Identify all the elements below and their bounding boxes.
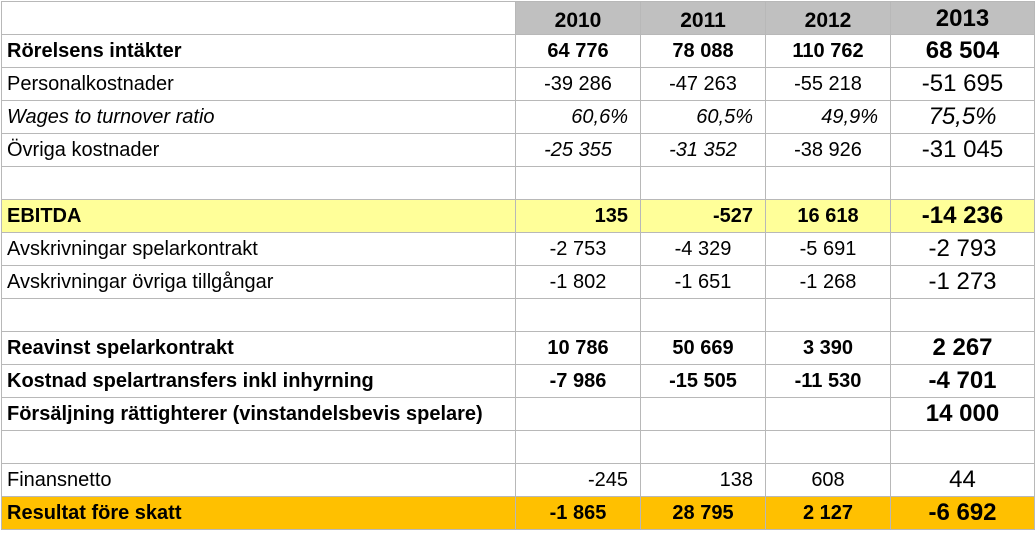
table-row-ovriga-kostnader: Övriga kostnader -25 355 -31 352 -38 926… <box>1 133 1035 167</box>
row-label[interactable]: Avskrivningar övriga tillgångar <box>1 265 516 299</box>
cell-2012[interactable]: -5 691 <box>765 232 891 266</box>
row-label[interactable]: Reavinst spelarkontrakt <box>1 331 516 365</box>
cell-2010[interactable]: -1 865 <box>515 496 641 530</box>
header-row: 2010 2011 2012 2013 <box>1 1 1035 35</box>
cell-2012[interactable]: 49,9% <box>765 100 891 134</box>
cell-2010[interactable]: -25 355 <box>515 133 641 167</box>
empty-cell[interactable] <box>890 166 1035 200</box>
empty-cell[interactable] <box>640 430 766 464</box>
cell-2012[interactable]: -11 530 <box>765 364 891 398</box>
cell-2011[interactable]: -527 <box>640 199 766 233</box>
cell-2013[interactable]: 68 504 <box>890 34 1035 68</box>
empty-cell[interactable] <box>1 298 516 332</box>
cell-2011[interactable] <box>640 397 766 431</box>
cell-2011[interactable]: -4 329 <box>640 232 766 266</box>
cell-2011[interactable]: -1 651 <box>640 265 766 299</box>
year-header-2011[interactable]: 2011 <box>640 1 766 35</box>
cell-2013[interactable]: -4 701 <box>890 364 1035 398</box>
year-header-2013[interactable]: 2013 <box>890 1 1035 35</box>
empty-cell[interactable] <box>1 166 516 200</box>
table-row-finansnetto: Finansnetto -245 138 608 44 <box>1 463 1035 497</box>
cell-2011[interactable]: -31 352 <box>640 133 766 167</box>
cell-2010[interactable]: -2 753 <box>515 232 641 266</box>
empty-cell[interactable] <box>890 430 1035 464</box>
cell-2010[interactable]: 60,6% <box>515 100 641 134</box>
cell-2011[interactable]: 60,5% <box>640 100 766 134</box>
table-row-empty <box>1 430 1035 464</box>
row-label[interactable]: Personalkostnader <box>1 67 516 101</box>
table-row-personalkostnader: Personalkostnader -39 286 -47 263 -55 21… <box>1 67 1035 101</box>
empty-cell[interactable] <box>1 430 516 464</box>
cell-2012[interactable]: 608 <box>765 463 891 497</box>
cell-2013[interactable]: 2 267 <box>890 331 1035 365</box>
cell-2011[interactable]: -47 263 <box>640 67 766 101</box>
table-row-empty <box>1 298 1035 332</box>
cell-2013[interactable]: 14 000 <box>890 397 1035 431</box>
table-row-ebitda: EBITDA 135 -527 16 618 -14 236 <box>1 199 1035 233</box>
cell-2012[interactable]: 3 390 <box>765 331 891 365</box>
cell-2010[interactable]: 135 <box>515 199 641 233</box>
cell-2010[interactable]: 10 786 <box>515 331 641 365</box>
empty-cell[interactable] <box>890 298 1035 332</box>
cell-2012[interactable]: -38 926 <box>765 133 891 167</box>
cell-2012[interactable]: 16 618 <box>765 199 891 233</box>
table-row-forsaljning-rattigheter: Försäljning rättighterer (vinstandelsbev… <box>1 397 1035 431</box>
cell-2013[interactable]: 75,5% <box>890 100 1035 134</box>
cell-2012[interactable] <box>765 397 891 431</box>
row-label[interactable]: Resultat före skatt <box>1 496 516 530</box>
cell-2013[interactable]: 44 <box>890 463 1035 497</box>
cell-2012[interactable]: -1 268 <box>765 265 891 299</box>
table-row-avskrivningar-ovriga: Avskrivningar övriga tillgångar -1 802 -… <box>1 265 1035 299</box>
cell-2010[interactable]: 64 776 <box>515 34 641 68</box>
cell-2013[interactable]: -31 045 <box>890 133 1035 167</box>
year-header-2010[interactable]: 2010 <box>515 1 641 35</box>
empty-cell[interactable] <box>515 430 641 464</box>
cell-2013[interactable]: -2 793 <box>890 232 1035 266</box>
cell-2011[interactable]: 50 669 <box>640 331 766 365</box>
empty-cell[interactable] <box>765 166 891 200</box>
table-row-rorelsens-intakter: Rörelsens intäkter 64 776 78 088 110 762… <box>1 34 1035 68</box>
table-row-resultat-fore-skatt: Resultat före skatt -1 865 28 795 2 127 … <box>1 496 1035 530</box>
table-row-wages-ratio: Wages to turnover ratio 60,6% 60,5% 49,9… <box>1 100 1035 134</box>
financial-table: 2010 2011 2012 2013 Rörelsens intäkter 6… <box>1 1 1035 530</box>
row-label[interactable]: Rörelsens intäkter <box>1 34 516 68</box>
cell-2011[interactable]: 28 795 <box>640 496 766 530</box>
table-row-empty <box>1 166 1035 200</box>
cell-2010[interactable] <box>515 397 641 431</box>
row-label[interactable]: Finansnetto <box>1 463 516 497</box>
empty-cell[interactable] <box>515 298 641 332</box>
row-label[interactable]: Kostnad spelartransfers inkl inhyrning <box>1 364 516 398</box>
cell-2010[interactable]: -7 986 <box>515 364 641 398</box>
table-row-reavinst: Reavinst spelarkontrakt 10 786 50 669 3 … <box>1 331 1035 365</box>
empty-cell[interactable] <box>765 298 891 332</box>
cell-2012[interactable]: 110 762 <box>765 34 891 68</box>
row-label[interactable]: EBITDA <box>1 199 516 233</box>
empty-cell[interactable] <box>640 298 766 332</box>
empty-cell[interactable] <box>765 430 891 464</box>
year-header-2012[interactable]: 2012 <box>765 1 891 35</box>
table-row-kostnad-spelartransfers: Kostnad spelartransfers inkl inhyrning -… <box>1 364 1035 398</box>
cell-2013[interactable]: -1 273 <box>890 265 1035 299</box>
empty-cell[interactable] <box>640 166 766 200</box>
header-empty-cell[interactable] <box>1 1 516 35</box>
cell-2010[interactable]: -1 802 <box>515 265 641 299</box>
cell-2013[interactable]: -14 236 <box>890 199 1035 233</box>
row-label[interactable]: Wages to turnover ratio <box>1 100 516 134</box>
cell-2013[interactable]: -51 695 <box>890 67 1035 101</box>
cell-2010[interactable]: -245 <box>515 463 641 497</box>
row-label[interactable]: Avskrivningar spelarkontrakt <box>1 232 516 266</box>
cell-2011[interactable]: 138 <box>640 463 766 497</box>
table-row-avskrivningar-spelarkontrakt: Avskrivningar spelarkontrakt -2 753 -4 3… <box>1 232 1035 266</box>
cell-2011[interactable]: 78 088 <box>640 34 766 68</box>
cell-2012[interactable]: 2 127 <box>765 496 891 530</box>
cell-2011[interactable]: -15 505 <box>640 364 766 398</box>
row-label[interactable]: Övriga kostnader <box>1 133 516 167</box>
cell-2013[interactable]: -6 692 <box>890 496 1035 530</box>
cell-2010[interactable]: -39 286 <box>515 67 641 101</box>
row-label[interactable]: Försäljning rättighterer (vinstandelsbev… <box>1 397 516 431</box>
empty-cell[interactable] <box>515 166 641 200</box>
cell-2012[interactable]: -55 218 <box>765 67 891 101</box>
